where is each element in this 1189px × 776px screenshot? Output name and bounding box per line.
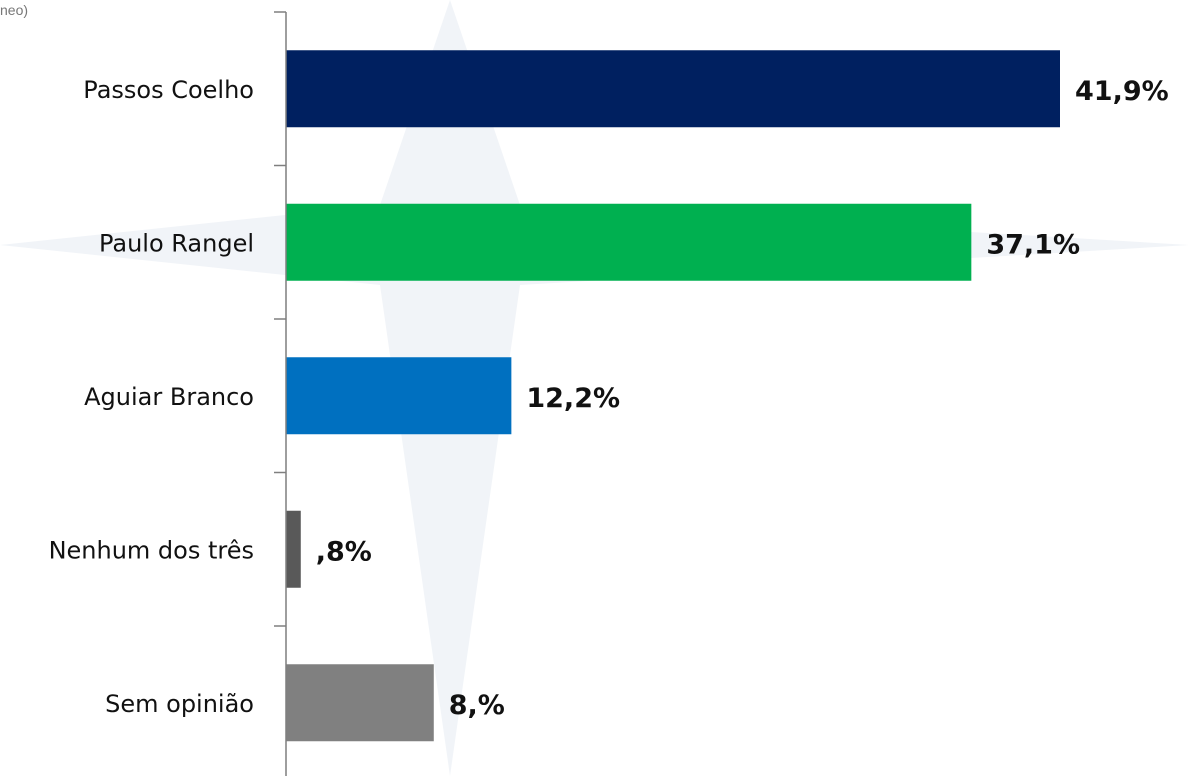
bars-group bbox=[286, 50, 1060, 742]
category-label-sem-opiniao: Sem opinião bbox=[105, 690, 254, 718]
corner-note-text: neo) bbox=[0, 2, 29, 18]
category-label-nenhum-dos-tres: Nenhum dos três bbox=[49, 536, 254, 564]
category-label-paulo-rangel: Paulo Rangel bbox=[99, 229, 254, 257]
value-label-nenhum-dos-tres: ,8% bbox=[316, 536, 372, 567]
value-label-sem-opiniao: 8,% bbox=[449, 690, 505, 721]
value-label-aguiar-branco: 12,2% bbox=[526, 383, 620, 414]
bar-aguiar-branco bbox=[286, 357, 512, 435]
category-axis bbox=[274, 11, 287, 776]
value-label-passos-coelho: 41,9% bbox=[1075, 76, 1169, 107]
category-labels: Passos Coelho Paulo Rangel Aguiar Branco Ne… bbox=[49, 76, 254, 718]
bar-passos-coelho bbox=[286, 50, 1060, 128]
category-label-passos-coelho: Passos Coelho bbox=[83, 76, 254, 104]
value-label-paulo-rangel: 37,1% bbox=[986, 229, 1080, 260]
category-label-aguiar-branco: Aguiar Branco bbox=[84, 383, 254, 411]
value-labels: 41,9% 37,1% 12,2% ,8% 8,% bbox=[316, 76, 1169, 721]
bar-paulo-rangel bbox=[286, 203, 972, 281]
bar-sem-opiniao bbox=[286, 664, 434, 742]
bar-nenhum-dos-tres bbox=[286, 510, 301, 588]
